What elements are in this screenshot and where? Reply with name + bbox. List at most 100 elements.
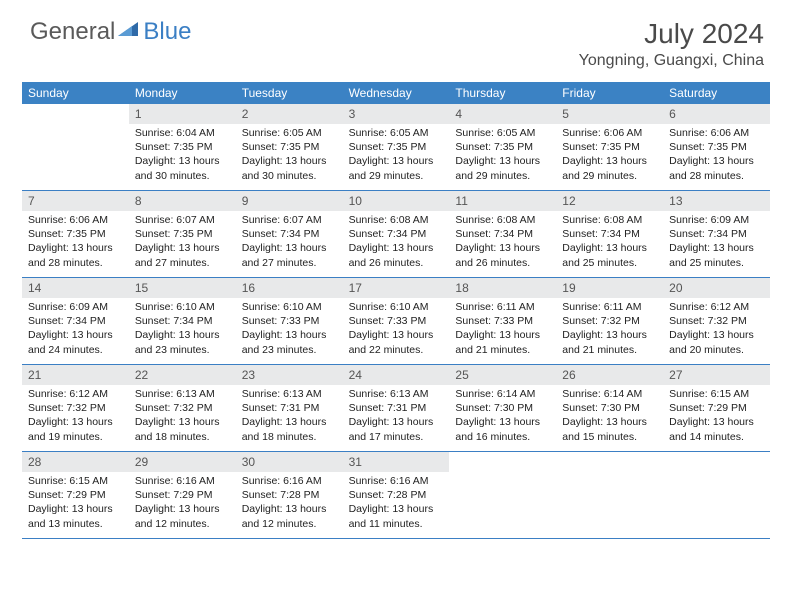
day-details: Sunrise: 6:10 AMSunset: 7:33 PMDaylight:… <box>236 298 343 361</box>
day-number <box>556 452 663 458</box>
calendar-day: 17Sunrise: 6:10 AMSunset: 7:33 PMDayligh… <box>343 278 450 364</box>
sunset-text: Sunset: 7:33 PM <box>242 314 337 328</box>
sunset-text: Sunset: 7:35 PM <box>349 140 444 154</box>
sunrise-text: Sunrise: 6:06 AM <box>562 126 657 140</box>
day-details: Sunrise: 6:16 AMSunset: 7:28 PMDaylight:… <box>343 472 450 535</box>
sunrise-text: Sunrise: 6:10 AM <box>135 300 230 314</box>
calendar-day: 30Sunrise: 6:16 AMSunset: 7:28 PMDayligh… <box>236 452 343 538</box>
day-number: 5 <box>556 104 663 124</box>
day-number: 29 <box>129 452 236 472</box>
sunset-text: Sunset: 7:34 PM <box>669 227 764 241</box>
sunset-text: Sunset: 7:31 PM <box>242 401 337 415</box>
day-details: Sunrise: 6:10 AMSunset: 7:33 PMDaylight:… <box>343 298 450 361</box>
weekday-header: Sunday Monday Tuesday Wednesday Thursday… <box>22 82 770 104</box>
day-number: 14 <box>22 278 129 298</box>
sunset-text: Sunset: 7:35 PM <box>242 140 337 154</box>
sunrise-text: Sunrise: 6:11 AM <box>455 300 550 314</box>
calendar-day: 7Sunrise: 6:06 AMSunset: 7:35 PMDaylight… <box>22 191 129 277</box>
day-details: Sunrise: 6:08 AMSunset: 7:34 PMDaylight:… <box>556 211 663 274</box>
daylight-text: Daylight: 13 hours and 20 minutes. <box>669 328 764 356</box>
daylight-text: Daylight: 13 hours and 26 minutes. <box>455 241 550 269</box>
calendar-day: 9Sunrise: 6:07 AMSunset: 7:34 PMDaylight… <box>236 191 343 277</box>
calendar-day: 14Sunrise: 6:09 AMSunset: 7:34 PMDayligh… <box>22 278 129 364</box>
calendar-day: 31Sunrise: 6:16 AMSunset: 7:28 PMDayligh… <box>343 452 450 538</box>
day-number: 18 <box>449 278 556 298</box>
day-number: 2 <box>236 104 343 124</box>
daylight-text: Daylight: 13 hours and 27 minutes. <box>242 241 337 269</box>
calendar: Sunday Monday Tuesday Wednesday Thursday… <box>22 82 770 539</box>
day-details: Sunrise: 6:08 AMSunset: 7:34 PMDaylight:… <box>449 211 556 274</box>
sunrise-text: Sunrise: 6:08 AM <box>562 213 657 227</box>
sunrise-text: Sunrise: 6:08 AM <box>455 213 550 227</box>
calendar-week: 7Sunrise: 6:06 AMSunset: 7:35 PMDaylight… <box>22 191 770 278</box>
calendar-day: 11Sunrise: 6:08 AMSunset: 7:34 PMDayligh… <box>449 191 556 277</box>
sunset-text: Sunset: 7:34 PM <box>349 227 444 241</box>
calendar-day <box>556 452 663 538</box>
day-details: Sunrise: 6:05 AMSunset: 7:35 PMDaylight:… <box>449 124 556 187</box>
sunset-text: Sunset: 7:35 PM <box>28 227 123 241</box>
day-details: Sunrise: 6:14 AMSunset: 7:30 PMDaylight:… <box>556 385 663 448</box>
calendar-day: 25Sunrise: 6:14 AMSunset: 7:30 PMDayligh… <box>449 365 556 451</box>
calendar-day: 3Sunrise: 6:05 AMSunset: 7:35 PMDaylight… <box>343 104 450 190</box>
sunset-text: Sunset: 7:32 PM <box>562 314 657 328</box>
sunrise-text: Sunrise: 6:09 AM <box>669 213 764 227</box>
location: Yongning, Guangxi, China <box>579 52 764 70</box>
sunrise-text: Sunrise: 6:16 AM <box>135 474 230 488</box>
sunrise-text: Sunrise: 6:14 AM <box>562 387 657 401</box>
sunset-text: Sunset: 7:31 PM <box>349 401 444 415</box>
daylight-text: Daylight: 13 hours and 16 minutes. <box>455 415 550 443</box>
weekday-label: Monday <box>129 82 236 104</box>
daylight-text: Daylight: 13 hours and 23 minutes. <box>242 328 337 356</box>
sunrise-text: Sunrise: 6:13 AM <box>242 387 337 401</box>
sunset-text: Sunset: 7:32 PM <box>669 314 764 328</box>
daylight-text: Daylight: 13 hours and 29 minutes. <box>562 154 657 182</box>
sunrise-text: Sunrise: 6:15 AM <box>669 387 764 401</box>
calendar-day: 13Sunrise: 6:09 AMSunset: 7:34 PMDayligh… <box>663 191 770 277</box>
day-details: Sunrise: 6:07 AMSunset: 7:35 PMDaylight:… <box>129 211 236 274</box>
daylight-text: Daylight: 13 hours and 30 minutes. <box>242 154 337 182</box>
sunrise-text: Sunrise: 6:05 AM <box>455 126 550 140</box>
sunrise-text: Sunrise: 6:04 AM <box>135 126 230 140</box>
calendar-day: 29Sunrise: 6:16 AMSunset: 7:29 PMDayligh… <box>129 452 236 538</box>
calendar-day: 5Sunrise: 6:06 AMSunset: 7:35 PMDaylight… <box>556 104 663 190</box>
day-details: Sunrise: 6:05 AMSunset: 7:35 PMDaylight:… <box>236 124 343 187</box>
daylight-text: Daylight: 13 hours and 21 minutes. <box>455 328 550 356</box>
calendar-day: 18Sunrise: 6:11 AMSunset: 7:33 PMDayligh… <box>449 278 556 364</box>
day-details: Sunrise: 6:10 AMSunset: 7:34 PMDaylight:… <box>129 298 236 361</box>
daylight-text: Daylight: 13 hours and 11 minutes. <box>349 502 444 530</box>
sunrise-text: Sunrise: 6:12 AM <box>28 387 123 401</box>
day-number: 21 <box>22 365 129 385</box>
day-number: 11 <box>449 191 556 211</box>
calendar-day <box>449 452 556 538</box>
weekday-label: Wednesday <box>343 82 450 104</box>
day-number: 8 <box>129 191 236 211</box>
calendar-day: 21 Sunrise: 6:12 AMSunset: 7:32 PMDayligh… <box>22 365 129 451</box>
sunset-text: Sunset: 7:29 PM <box>135 488 230 502</box>
day-number: 7 <box>22 191 129 211</box>
daylight-text: Daylight: 13 hours and 26 minutes. <box>349 241 444 269</box>
day-number: 19 <box>556 278 663 298</box>
weekday-label: Friday <box>556 82 663 104</box>
daylight-text: Daylight: 13 hours and 21 minutes. <box>562 328 657 356</box>
day-number: 17 <box>343 278 450 298</box>
calendar-week: 14 Sunrise: 6:09 AMSunset: 7:34 PM Dayligh… <box>22 278 770 365</box>
calendar-week: 28Sunrise: 6:15 AMSunset: 7:29 PMDayligh… <box>22 452 770 539</box>
sunrise-text: Sunrise: 6:07 AM <box>242 213 337 227</box>
daylight-text: Daylight: 13 hours and 13 minutes. <box>28 502 123 530</box>
title-block: July 2024 Yongning, Guangxi, China <box>579 18 764 70</box>
sunrise-text: Sunrise: 6:09 AM <box>28 300 123 314</box>
daylight-text: Daylight: 13 hours and 15 minutes. <box>562 415 657 443</box>
daylight-text: Daylight: 13 hours and 19 minutes. <box>28 415 123 443</box>
sunset-text: Sunset: 7:34 PM <box>28 314 123 328</box>
weekday-label: Tuesday <box>236 82 343 104</box>
daylight-text: Daylight: 13 hours and 28 minutes. <box>28 241 123 269</box>
day-details: Sunrise: 6:13 AMSunset: 7:31 PMDaylight:… <box>343 385 450 448</box>
header: General Blue July 2024 Yongning, Guangxi… <box>0 0 792 78</box>
sunset-text: Sunset: 7:32 PM <box>28 401 123 415</box>
calendar-body: 1Sunrise: 6:04 AMSunset: 7:35 PMDaylight… <box>22 104 770 539</box>
sunrise-text: Sunrise: 6:07 AM <box>135 213 230 227</box>
day-number: 6 <box>663 104 770 124</box>
daylight-text: Daylight: 13 hours and 25 minutes. <box>669 241 764 269</box>
calendar-day: 20Sunrise: 6:12 AMSunset: 7:32 PMDayligh… <box>663 278 770 364</box>
logo-triangle-icon <box>118 20 140 38</box>
